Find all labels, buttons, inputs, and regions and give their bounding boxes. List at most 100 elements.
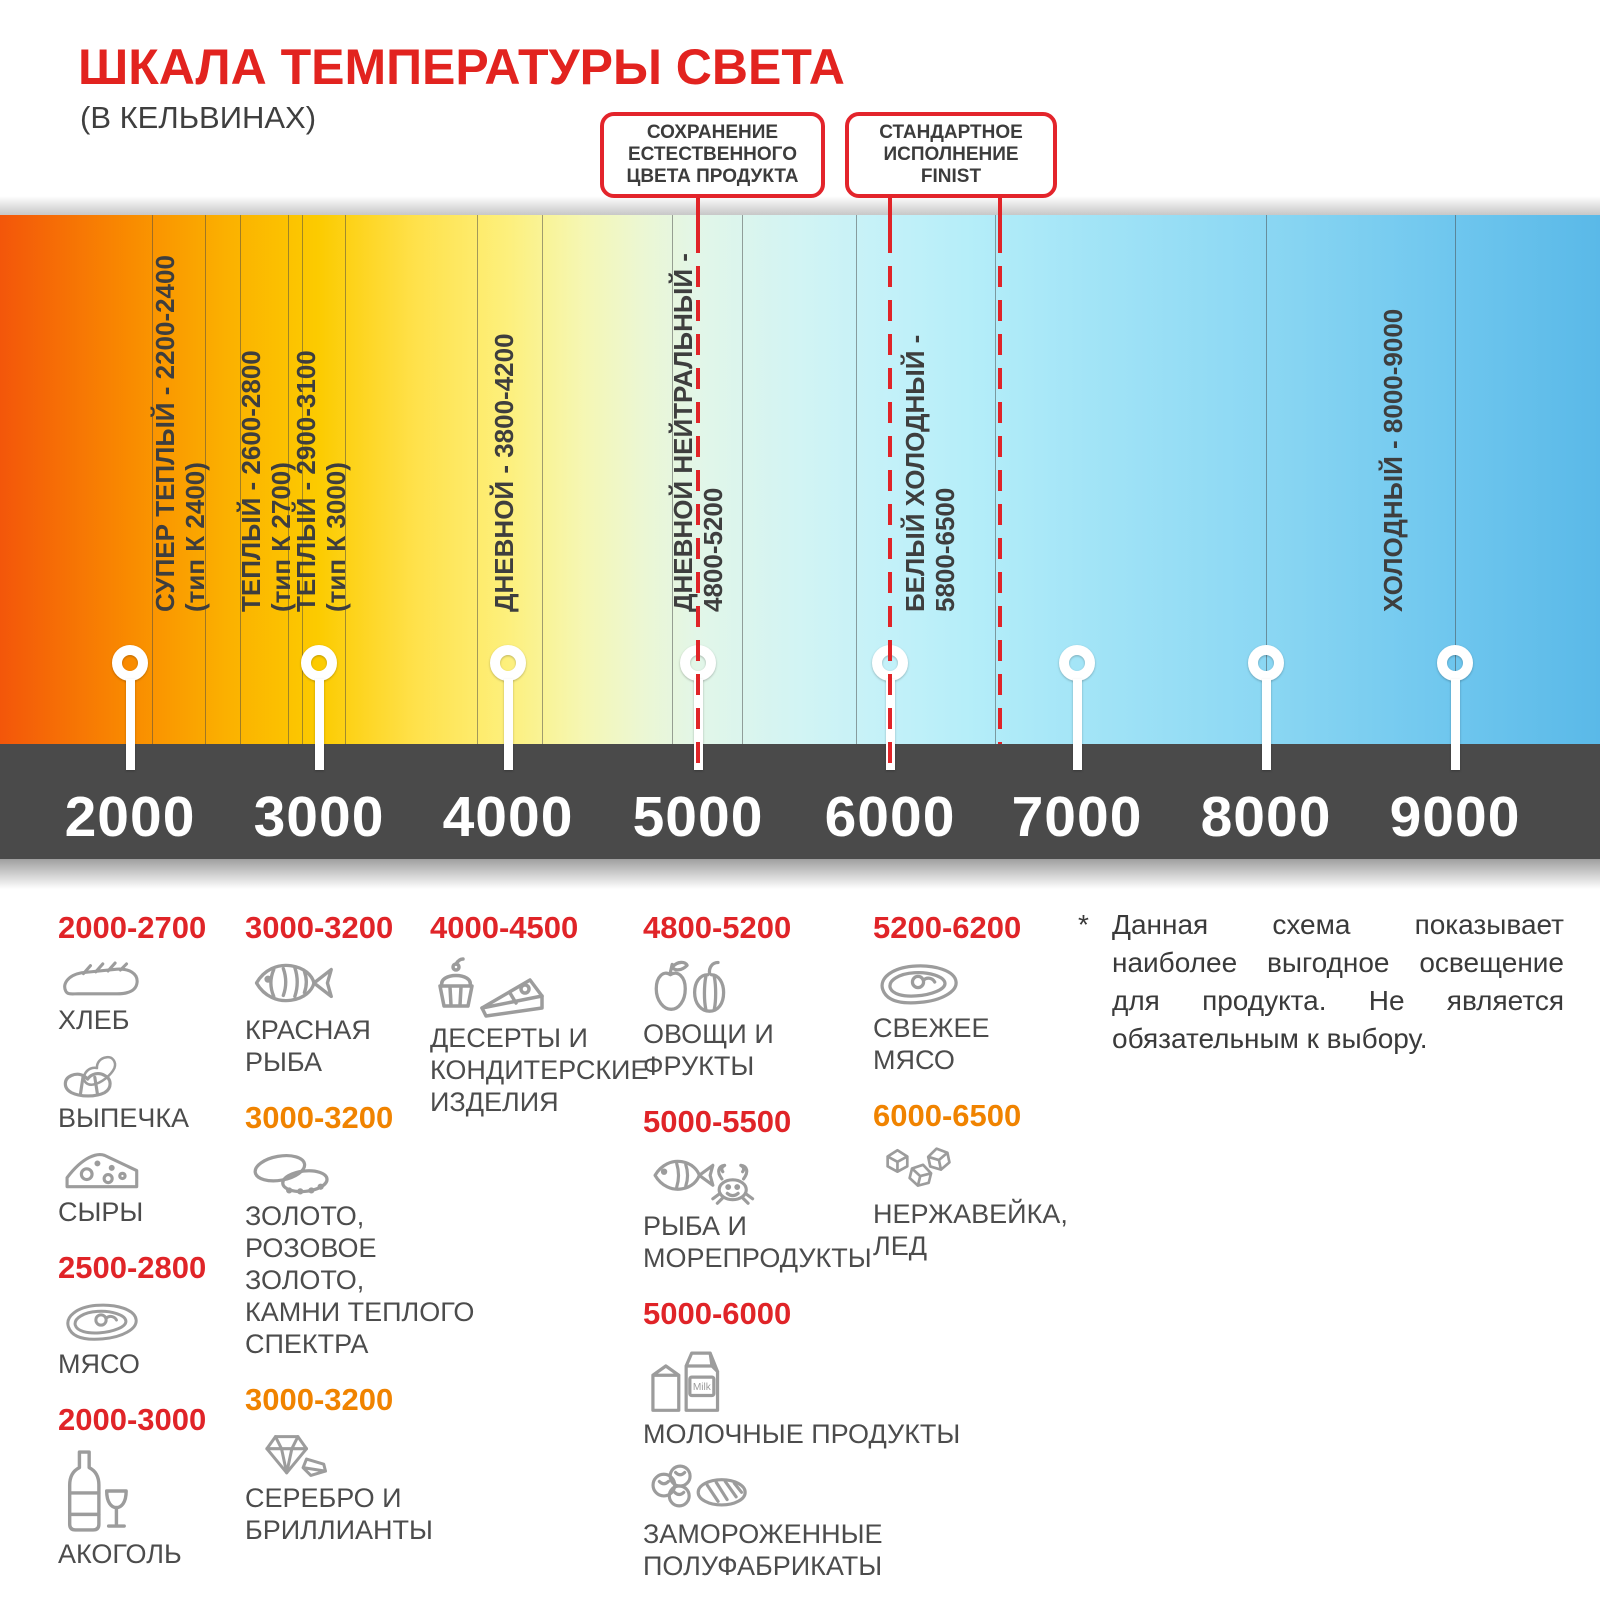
scale-pin: [112, 645, 148, 681]
callout-finist-standard: СТАНДАРТНОЕ ИСПОЛНЕНИЕ FINIST: [845, 112, 1057, 198]
seafood-icon: [643, 1150, 973, 1206]
tick-label: 8000: [1200, 785, 1332, 849]
zone-gridline: [672, 215, 673, 744]
zone-label: ДНЕВНОЙ - 3800-4200: [489, 333, 519, 612]
range-heading: 5000-5500: [643, 1104, 792, 1139]
dashed-marker-line: [998, 232, 1002, 744]
alcohol-icon: [58, 1448, 238, 1534]
zone-gridline: [1266, 215, 1267, 744]
page-subtitle: (В КЕЛЬВИНАХ): [80, 100, 317, 135]
category-entry: 6000-6500 НЕРЖАВЕЙКА, ЛЕД: [873, 1098, 1073, 1262]
desserts-icon: [430, 956, 640, 1018]
zone-label: БЕЛЫЙ ХОЛОДНЫЙ - 5800-6500: [900, 334, 960, 612]
range-heading: 4000-4500: [430, 910, 579, 945]
item-label: ЗАМОРОЖЕННЫЕ ПОЛУФАБРИКАТЫ: [643, 1519, 883, 1581]
zone-gridline: [345, 215, 346, 744]
callout-stem: [998, 194, 1002, 234]
zone-gridline: [742, 215, 743, 744]
item-label: МЯСО: [58, 1349, 140, 1379]
category-entry: 4000-4500 ДЕСЕРТЫ И КОНДИТЕРСКИЕ ИЗДЕЛИЯ: [430, 910, 648, 1118]
range-heading: 2000-2700: [58, 910, 207, 945]
range-heading: 3000-3200: [245, 910, 394, 945]
scale-pin-stem: [126, 679, 135, 770]
page-title: ШКАЛА ТЕМПЕРАТУРЫ СВЕТА: [78, 39, 845, 95]
rings-icon: [245, 1146, 495, 1196]
callout-preserve-color: СОХРАНЕНИЕ ЕСТЕСТВЕННОГО ЦВЕТА ПРОДУКТА: [600, 112, 825, 198]
diamond-icon: [245, 1428, 495, 1478]
tick-label: 5000: [632, 785, 764, 849]
zone-label: ТЕПЛЫЙ - 2600-2800 (тип К 2700): [236, 350, 296, 612]
scale-pin: [1059, 645, 1095, 681]
zone-gridline: [302, 215, 303, 744]
footnote-marker: *: [1078, 909, 1089, 940]
milk-icon: Milk: [643, 1342, 973, 1414]
scale-top-shadow: [0, 196, 1600, 215]
category-item: МЯСО: [58, 1296, 238, 1380]
item-label: СВЕЖЕЕ МЯСО: [873, 1013, 990, 1075]
category-column: 5200-6200 СВЕЖЕЕ МЯСО 6000-6500: [873, 910, 1073, 1284]
item-label: АКОГОЛЬ: [58, 1539, 182, 1569]
range-heading: 5200-6200: [873, 910, 1022, 945]
category-entry: 2500-2800 МЯСО: [58, 1250, 238, 1380]
zone-gridline: [995, 215, 996, 744]
range-heading: 5000-6000: [643, 1296, 792, 1331]
category-item: РЫБА И МОРЕПРОДУКТЫ: [643, 1150, 973, 1274]
zone-label: СУПЕР ТЕПЛЫЙ - 2200-2400 (тип К 2400): [150, 255, 210, 612]
range-heading: 2500-2800: [58, 1250, 207, 1285]
category-item: ОВОЩИ И ФРУКТЫ: [643, 956, 973, 1082]
tick-label: 2000: [64, 785, 196, 849]
category-item: НЕРЖАВЕЙКА, ЛЕД: [873, 1144, 1073, 1262]
zone-gridline: [477, 215, 478, 744]
zone-gridline: [152, 215, 153, 744]
range-heading: 3000-3200: [245, 1100, 394, 1135]
item-label: ОВОЩИ И ФРУКТЫ: [643, 1019, 774, 1081]
item-label: СЫРЫ: [58, 1197, 144, 1227]
produce-icon: [643, 956, 973, 1014]
category-item: КРАСНАЯ РЫБА: [245, 956, 495, 1078]
category-entry: 2000-3000 АКОГОЛЬ: [58, 1402, 238, 1570]
category-item: ЗОЛОТО, РОЗОВОЕ ЗОЛОТО, КАМНИ ТЕПЛОГО СП…: [245, 1146, 495, 1360]
zone-gridline: [542, 215, 543, 744]
category-item: СЫРЫ: [58, 1142, 238, 1228]
category-column: 2000-2700 ХЛЕБ: [58, 910, 238, 1592]
category-column: 3000-3200 КРАСНАЯ РЫБА 3000-3200: [245, 910, 495, 1568]
zone-gridline: [856, 215, 857, 744]
scale-pin-stem: [1073, 679, 1082, 770]
scale-pin-stem: [1451, 679, 1460, 770]
dashed-marker-line: [696, 232, 700, 770]
temperature-gradient-bar: [0, 215, 1600, 744]
zone-gridline: [240, 215, 241, 744]
category-entry: 3000-3200 СЕРЕБРО И БРИЛЛИАНТЫ: [245, 1382, 495, 1546]
scale-pin: [490, 645, 526, 681]
tick-label: 4000: [442, 785, 574, 849]
tick-label: 3000: [253, 785, 385, 849]
item-label: ХЛЕБ: [58, 1005, 130, 1035]
item-label: РЫБА И МОРЕПРОДУКТЫ: [643, 1211, 872, 1273]
range-heading: 4800-5200: [643, 910, 792, 945]
milk-carton-text: Milk: [693, 1382, 712, 1393]
scale-pin-stem: [504, 679, 513, 770]
item-label: НЕРЖАВЕЙКА, ЛЕД: [873, 1199, 1068, 1261]
item-label: СЕРЕБРО И БРИЛЛИАНТЫ: [245, 1483, 433, 1545]
category-entry: 5200-6200 СВЕЖЕЕ МЯСО: [873, 910, 1073, 1076]
tick-label: 6000: [824, 785, 956, 849]
category-item: Milk МОЛОЧНЫЕ ПРОДУКТЫ: [643, 1342, 973, 1450]
category-column: 4800-5200 ОВОЩИ И ФРУКТЫ 5000-5500: [643, 910, 973, 1600]
range-heading: 6000-6500: [873, 1098, 1022, 1133]
meat-icon: [58, 1296, 238, 1344]
zone-gridline: [205, 215, 206, 744]
category-item: ХЛЕБ: [58, 956, 238, 1036]
category-item: ДЕСЕРТЫ И КОНДИТЕРСКИЕ ИЗДЕЛИЯ: [430, 956, 648, 1118]
scale-pin: [1248, 645, 1284, 681]
dashed-marker-line: [888, 232, 892, 770]
item-label: МОЛОЧНЫЕ ПРОДУКТЫ: [643, 1419, 961, 1449]
ice-icon: [873, 1144, 1073, 1194]
steak-icon: [873, 956, 1073, 1008]
zone-label: ХОЛОДНЫЙ - 8000-9000: [1378, 308, 1408, 612]
callout-stem: [888, 194, 892, 234]
tick-label: 7000: [1011, 785, 1143, 849]
axis-bar: [0, 744, 1600, 859]
footnote: * Данная схема показывает наиболее выгод…: [1078, 906, 1564, 1058]
scale-bottom-shadow: [0, 859, 1600, 889]
zone-gridline: [1455, 215, 1456, 744]
